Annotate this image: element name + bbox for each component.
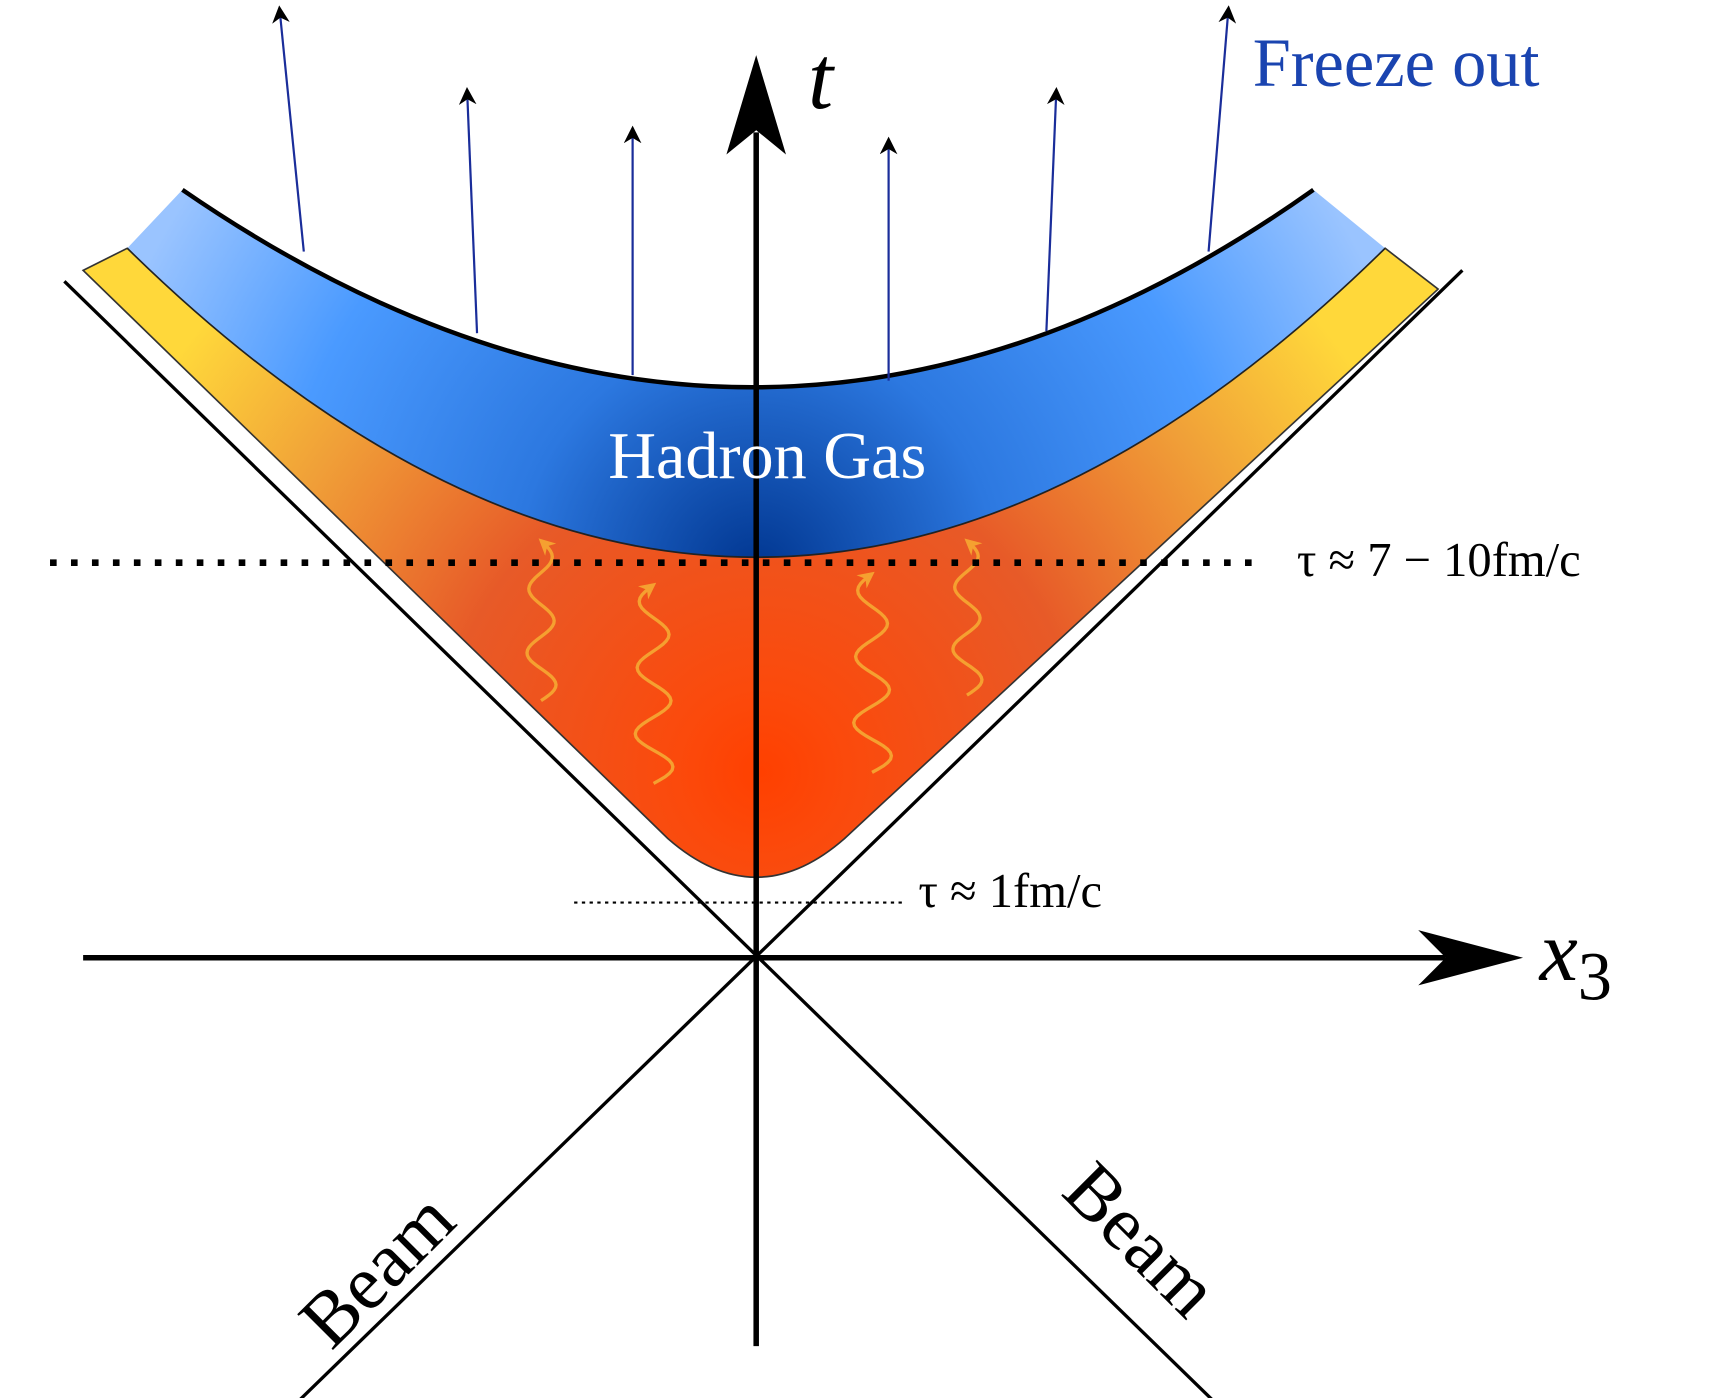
beam-right-label: Beam — [1048, 1145, 1236, 1333]
arrow — [1209, 9, 1229, 252]
spacetime-diagram: t x3 Freeze out Hadron Gas τ ≈ 7 − 10fm/… — [0, 0, 1711, 1398]
hadron-gas-label: Hadron Gas — [608, 420, 926, 493]
arrow — [1046, 90, 1056, 331]
beam-left-label: Beam — [283, 1175, 471, 1363]
tau-early-label: τ ≈ 1fm/c — [918, 865, 1102, 918]
freeze-out-label: Freeze out — [1253, 25, 1540, 101]
x-symbol: x — [1538, 903, 1578, 999]
x-label: x3 — [1538, 903, 1612, 1015]
arrow — [280, 9, 304, 252]
x-subscript: 3 — [1578, 939, 1612, 1015]
t-label: t — [808, 27, 835, 128]
tau-late-label: τ ≈ 7 − 10fm/c — [1297, 534, 1581, 587]
arrow — [467, 90, 477, 333]
